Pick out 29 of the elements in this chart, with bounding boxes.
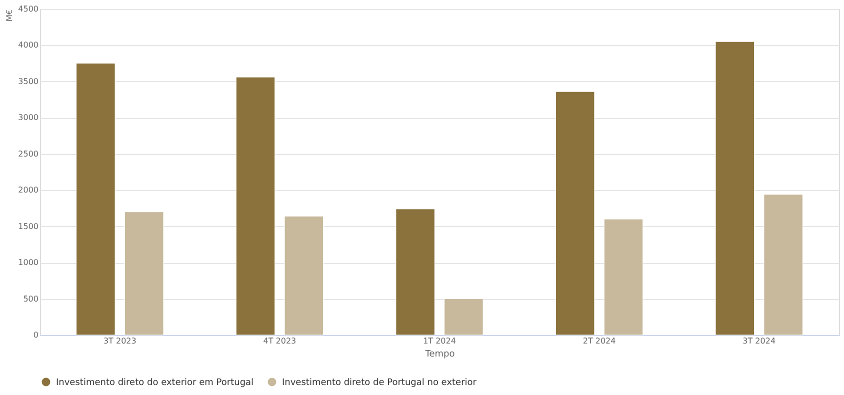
y-tick-label: 1500 bbox=[18, 222, 38, 231]
y-tick-label: 0 bbox=[33, 330, 38, 340]
bar bbox=[396, 208, 435, 336]
y-tick-label: 4500 bbox=[18, 4, 38, 14]
bar bbox=[555, 91, 595, 336]
y-tick-label: 4000 bbox=[18, 40, 38, 50]
x-tick-label: 3T 2024 bbox=[742, 336, 776, 346]
x-tick-label: 3T 2023 bbox=[103, 336, 136, 346]
y-tick-label: 3500 bbox=[18, 76, 38, 86]
y-tick-label: 2000 bbox=[18, 186, 38, 195]
x-tick-label: 1T 2024 bbox=[423, 336, 456, 346]
y-tick-label: 500 bbox=[23, 294, 38, 304]
bar bbox=[715, 41, 755, 336]
y-tick-label: 3000 bbox=[18, 113, 38, 122]
bar bbox=[236, 76, 276, 336]
x-tick-label: 2T 2024 bbox=[582, 336, 616, 346]
y-tick-label: 1000 bbox=[18, 258, 38, 268]
x-axis-title: Tempo bbox=[424, 350, 456, 360]
legend-label: Investimento direto do exterior em Portugal bbox=[56, 378, 254, 388]
bar bbox=[284, 216, 324, 336]
x-tick-label: 4T 2023 bbox=[263, 336, 296, 346]
y-axis-title: M€ bbox=[5, 10, 14, 22]
bar bbox=[444, 298, 484, 336]
bar bbox=[604, 218, 644, 336]
legend-label: Investimento direto de Portugal no exterior bbox=[282, 378, 477, 388]
bar bbox=[76, 63, 116, 336]
bar bbox=[764, 194, 803, 336]
y-tick-label: 2500 bbox=[18, 149, 38, 158]
bar bbox=[124, 212, 164, 336]
